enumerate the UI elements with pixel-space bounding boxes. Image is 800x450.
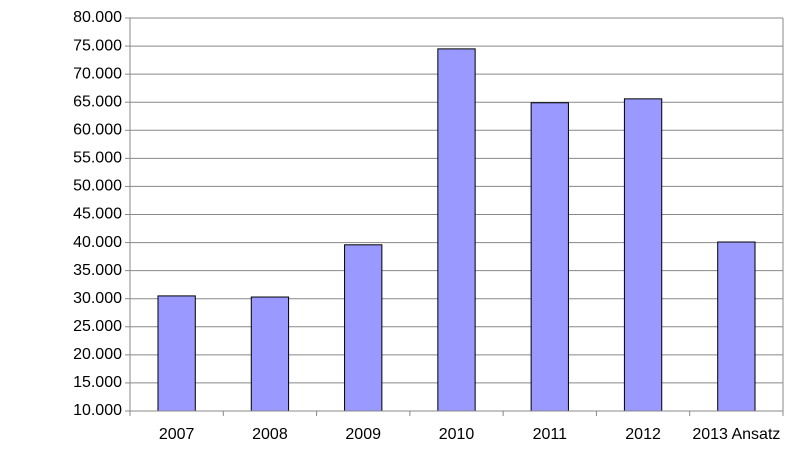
- bar: [717, 241, 756, 412]
- y-tick-label: 80.000: [73, 9, 122, 26]
- x-tick-label: 2007: [159, 426, 195, 443]
- bar: [250, 296, 290, 412]
- x-tick-label: 2013 Ansatz: [692, 426, 780, 443]
- y-tick-label: 45.000: [73, 206, 122, 223]
- x-tick-label: 2012: [625, 426, 661, 443]
- y-tick-label: 20.000: [73, 346, 122, 363]
- bar: [437, 48, 476, 412]
- y-tick-label: 50.000: [73, 178, 122, 195]
- y-tick-label: 75.000: [73, 37, 122, 54]
- y-tick-label: 10.000: [73, 402, 122, 419]
- y-tick-label: 55.000: [73, 150, 122, 167]
- x-tick-label: 2011: [533, 426, 568, 443]
- y-tick-label: 60.000: [73, 122, 122, 139]
- x-tick-label: 2009: [345, 426, 381, 443]
- y-tick-label: 65.000: [73, 93, 122, 110]
- x-tick-label: 2008: [252, 426, 288, 443]
- bar: [623, 98, 663, 412]
- bar: [157, 295, 196, 412]
- y-tick-label: 40.000: [73, 234, 122, 251]
- y-tick-label: 30.000: [73, 290, 122, 307]
- bar: [530, 102, 569, 412]
- y-tick-label: 35.000: [73, 262, 122, 279]
- y-tick-label: 15.000: [73, 374, 122, 391]
- bar: [344, 244, 383, 412]
- y-tick-label: 70.000: [73, 65, 122, 82]
- x-tick-label: 2010: [439, 426, 475, 443]
- y-tick-label: 25.000: [73, 318, 122, 335]
